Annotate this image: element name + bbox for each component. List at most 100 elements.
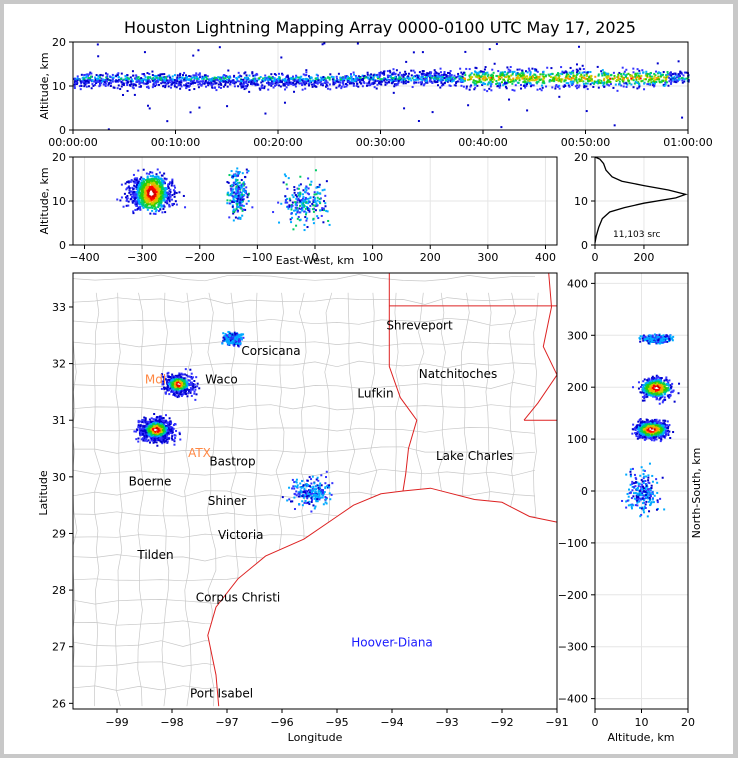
source-point	[139, 85, 142, 88]
source-point	[634, 75, 637, 78]
source-point	[302, 78, 305, 81]
source-point	[94, 80, 97, 83]
source-count-annotation: 11,103 src	[613, 230, 661, 240]
source-point	[230, 170, 233, 173]
source-point	[236, 200, 239, 203]
source-point	[145, 199, 148, 202]
source-point	[229, 76, 232, 79]
source-point	[152, 77, 155, 80]
east-west-tick-label: −200	[185, 251, 215, 264]
source-point	[164, 211, 167, 214]
source-point	[281, 73, 284, 76]
source-point	[481, 83, 484, 86]
source-point	[446, 71, 449, 74]
source-point	[205, 81, 208, 84]
source-point	[512, 77, 515, 80]
source-point	[152, 418, 155, 421]
source-point	[127, 185, 130, 188]
source-point	[610, 73, 613, 76]
source-point	[149, 179, 152, 182]
source-point	[138, 85, 141, 88]
source-point	[383, 73, 386, 76]
source-point	[79, 88, 82, 91]
source-point	[365, 84, 368, 87]
source-point	[132, 74, 135, 77]
source-point	[195, 72, 198, 75]
source-point	[214, 82, 217, 85]
source-point	[143, 181, 146, 184]
source-point	[160, 415, 163, 418]
source-point	[372, 74, 375, 77]
source-point	[238, 172, 241, 175]
source-point	[504, 75, 507, 78]
source-point	[366, 73, 369, 76]
source-point	[226, 193, 229, 196]
source-point	[204, 74, 207, 77]
source-point	[457, 72, 460, 75]
source-point	[326, 87, 329, 90]
source-point	[585, 71, 588, 74]
source-point	[280, 202, 283, 205]
source-point	[135, 181, 138, 184]
source-point	[236, 203, 239, 206]
source-point	[649, 75, 652, 78]
source-point	[414, 75, 417, 78]
source-point	[335, 86, 338, 89]
source-point	[251, 72, 254, 75]
source-point	[156, 438, 159, 441]
source-point	[390, 82, 393, 85]
source-point	[478, 71, 481, 74]
source-point	[560, 79, 563, 82]
source-point	[139, 429, 142, 432]
source-point	[581, 64, 584, 67]
source-point	[570, 72, 573, 75]
source-point	[542, 76, 545, 79]
source-point	[232, 219, 235, 222]
source-point	[151, 175, 154, 178]
source-point	[402, 75, 405, 78]
source-point	[153, 182, 156, 185]
source-point	[511, 70, 514, 73]
source-point	[190, 383, 193, 386]
source-point	[322, 75, 325, 78]
east-west-tick-label: 200	[420, 251, 441, 264]
source-point	[243, 183, 246, 186]
source-point	[307, 75, 310, 78]
source-point	[558, 95, 561, 98]
source-point	[236, 167, 239, 170]
source-point	[318, 200, 321, 203]
source-point	[602, 79, 605, 82]
source-point	[644, 74, 647, 77]
source-point	[102, 78, 105, 81]
source-point	[394, 76, 397, 79]
source-point	[258, 87, 261, 90]
source-point	[132, 82, 135, 85]
source-point	[580, 78, 583, 81]
source-point	[376, 79, 379, 82]
source-point	[177, 381, 180, 384]
source-point	[326, 81, 329, 84]
source-point	[316, 191, 319, 194]
source-point	[672, 77, 675, 80]
source-point	[134, 201, 137, 204]
source-point	[168, 378, 171, 381]
source-point	[392, 91, 395, 94]
source-point	[171, 194, 174, 197]
source-point	[570, 78, 573, 81]
source-point	[84, 83, 87, 86]
source-point	[478, 77, 481, 80]
source-point	[328, 76, 331, 79]
source-point	[269, 83, 272, 86]
count-tick-label: 0	[592, 251, 599, 264]
source-point	[140, 185, 143, 188]
source-point	[321, 189, 324, 192]
source-point	[299, 192, 302, 195]
source-point	[319, 202, 322, 205]
source-point	[166, 379, 169, 382]
source-point	[303, 229, 306, 232]
source-point	[609, 77, 612, 80]
source-point	[142, 82, 145, 85]
source-point	[212, 78, 215, 81]
source-point	[670, 76, 673, 79]
source-point	[455, 76, 458, 79]
